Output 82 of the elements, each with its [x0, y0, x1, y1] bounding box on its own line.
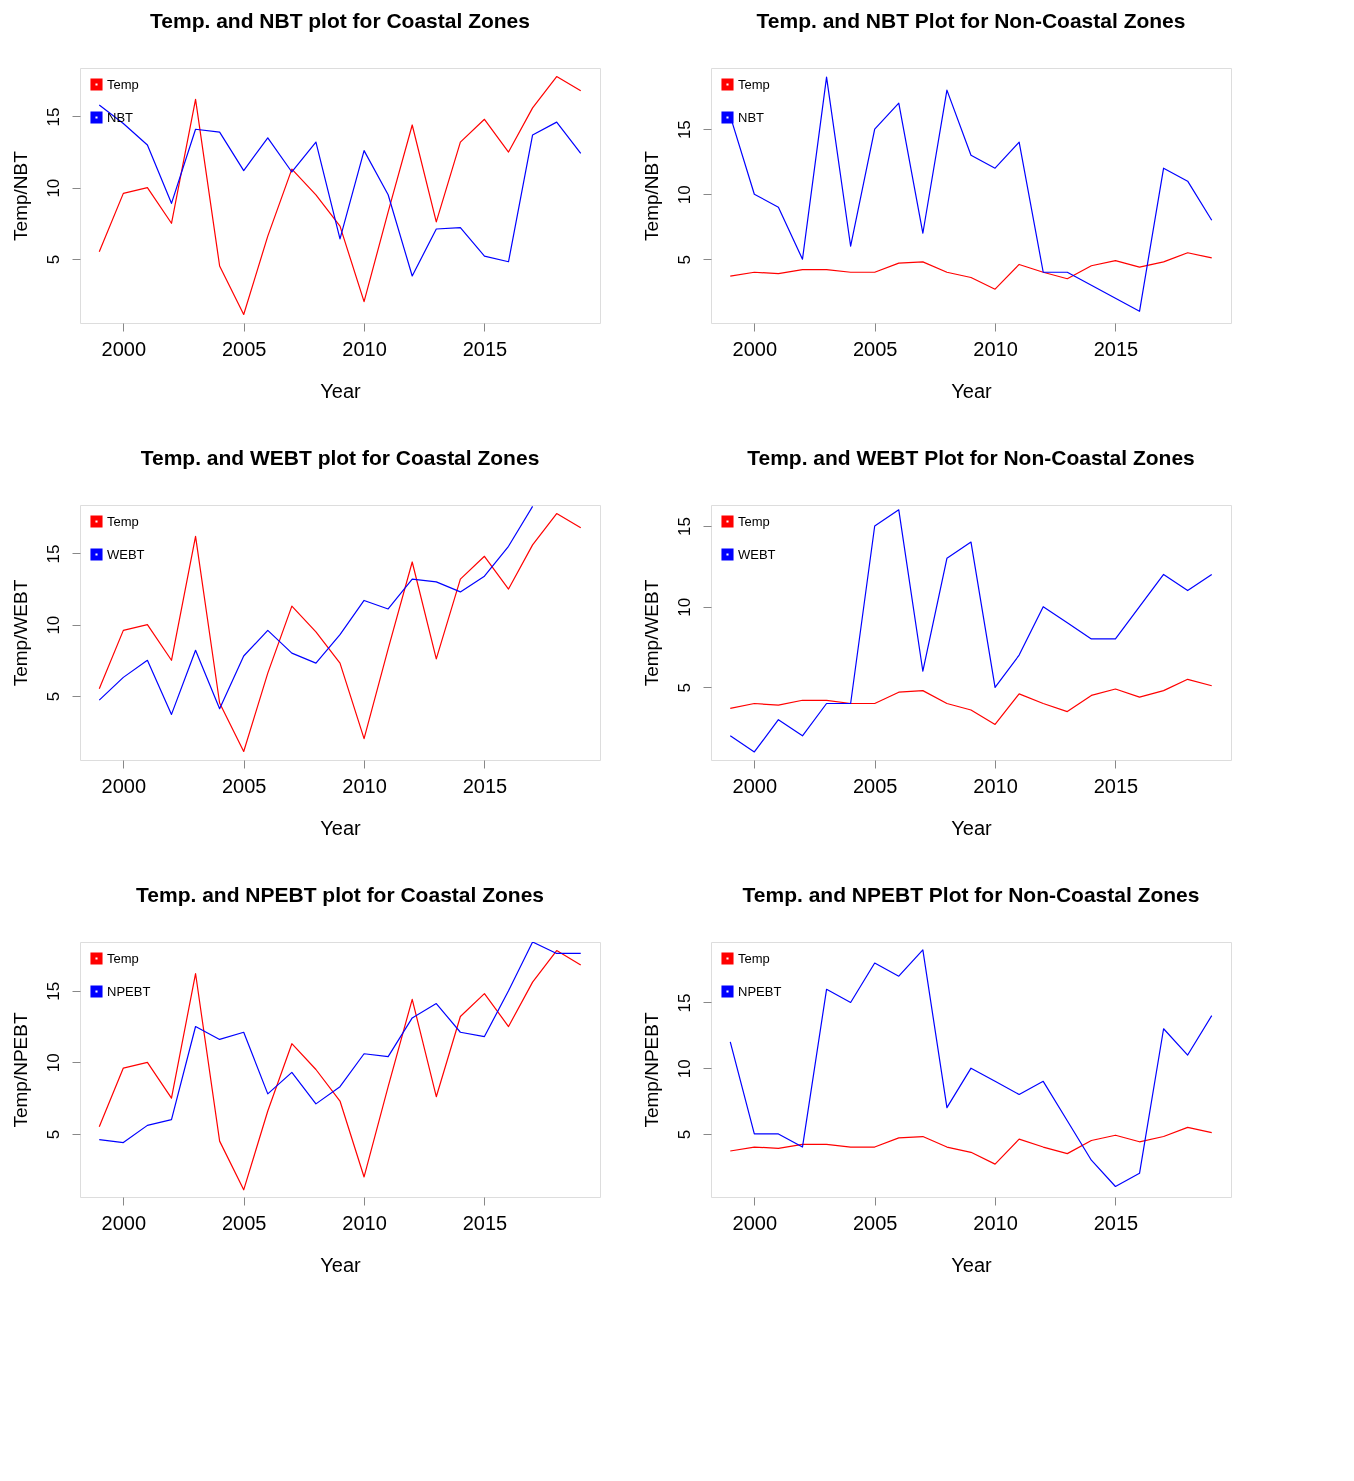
- x-tick-label: 2005: [852, 774, 898, 797]
- chart-title: Temp. and NBT Plot for Non-Coastal Zones: [756, 9, 1186, 32]
- y-tick-label: 15: [43, 544, 63, 564]
- y-tick-label: 5: [43, 254, 63, 265]
- x-tick-label: 2000: [732, 774, 778, 797]
- y-tick-label: 10: [43, 1053, 63, 1073]
- line-series: [98, 75, 582, 316]
- x-axis-title: Year: [320, 816, 362, 839]
- legend-label: WEBT: [738, 546, 776, 562]
- x-tick-label: 2010: [973, 774, 1018, 797]
- y-axis-title: Temp/WEBT: [9, 579, 31, 687]
- legend-label: Temp: [738, 950, 770, 966]
- legend-label: WEBT: [107, 546, 145, 562]
- x-tick-label: 2015: [1093, 774, 1139, 797]
- x-tick-label: 2000: [101, 1211, 147, 1234]
- y-axis-title: Temp/NBT: [9, 150, 31, 241]
- x-tick-label: 2000: [101, 337, 147, 360]
- y-axis-title: Temp/WEBT: [640, 579, 662, 687]
- x-tick-label: 2005: [852, 1211, 898, 1234]
- chart-title: Temp. and NPEBT plot for Coastal Zones: [136, 883, 544, 906]
- x-tick-label: 2010: [342, 1211, 387, 1234]
- line-series: [729, 678, 1213, 726]
- legend-label: Temp: [107, 950, 139, 966]
- y-tick-label: 15: [43, 107, 63, 127]
- x-tick-label: 2005: [221, 774, 267, 797]
- line-series: [729, 509, 1213, 753]
- x-tick-label: 2015: [462, 774, 508, 797]
- line-series: [729, 1126, 1213, 1165]
- legend-label: NBT: [738, 109, 765, 125]
- line-series: [729, 252, 1213, 290]
- y-axis-title: Temp/NPEBT: [640, 1012, 662, 1128]
- x-tick-label: 2010: [342, 337, 387, 360]
- y-tick-label: 15: [674, 120, 694, 140]
- x-tick-label: 2000: [732, 337, 778, 360]
- x-axis-title: Year: [951, 379, 993, 402]
- x-tick-label: 2010: [973, 337, 1018, 360]
- y-tick-label: 5: [674, 255, 694, 265]
- chart-title: Temp. and WEBT Plot for Non-Coastal Zones: [747, 446, 1195, 469]
- x-tick-label: 2000: [732, 1211, 778, 1234]
- x-tick-label: 2010: [973, 1211, 1018, 1234]
- y-tick-label: 10: [674, 597, 694, 617]
- y-tick-label: 10: [674, 1059, 694, 1079]
- x-tick-label: 2000: [101, 774, 147, 797]
- chart-title: Temp. and WEBT plot for Coastal Zones: [140, 446, 540, 469]
- x-tick-label: 2015: [1093, 337, 1139, 360]
- legend-label: Temp: [738, 513, 770, 529]
- line-series: [98, 942, 582, 1144]
- line-series: [98, 505, 534, 716]
- line-series: [98, 512, 582, 753]
- x-tick-label: 2015: [462, 1211, 508, 1234]
- x-tick-label: 2015: [462, 337, 508, 360]
- y-axis-title: Temp/NPEBT: [9, 1012, 31, 1128]
- y-axis-title: Temp/NBT: [640, 150, 662, 241]
- y-tick-label: 10: [43, 178, 63, 198]
- x-axis-title: Year: [320, 379, 362, 402]
- x-axis-title: Year: [320, 1253, 362, 1276]
- y-tick-label: 15: [674, 517, 694, 536]
- x-tick-label: 2005: [221, 1211, 267, 1234]
- y-tick-label: 5: [43, 1129, 63, 1140]
- legend-label: NPEBT: [738, 983, 782, 999]
- y-tick-label: 5: [674, 1129, 694, 1140]
- y-tick-label: 15: [674, 993, 694, 1013]
- legend-label: NPEBT: [107, 983, 151, 999]
- x-tick-label: 2010: [342, 774, 387, 797]
- x-tick-label: 2005: [221, 337, 267, 360]
- y-tick-label: 10: [43, 615, 63, 635]
- legend-label: Temp: [107, 513, 139, 529]
- line-series: [729, 949, 1213, 1188]
- line-series: [98, 950, 582, 1191]
- y-tick-label: 10: [674, 185, 694, 205]
- y-tick-label: 5: [674, 683, 694, 693]
- line-series: [98, 104, 582, 277]
- chart-title: Temp. and NBT plot for Coastal Zones: [150, 9, 530, 32]
- legend-label: Temp: [738, 76, 770, 92]
- legend-label: Temp: [107, 76, 139, 92]
- chart-title: Temp. and NPEBT Plot for Non-Coastal Zones: [742, 883, 1200, 906]
- x-axis-title: Year: [951, 1253, 993, 1276]
- x-tick-label: 2005: [852, 337, 898, 360]
- y-tick-label: 5: [43, 691, 63, 702]
- y-tick-label: 15: [43, 981, 63, 1001]
- x-axis-title: Year: [951, 816, 993, 839]
- x-tick-label: 2015: [1093, 1211, 1139, 1234]
